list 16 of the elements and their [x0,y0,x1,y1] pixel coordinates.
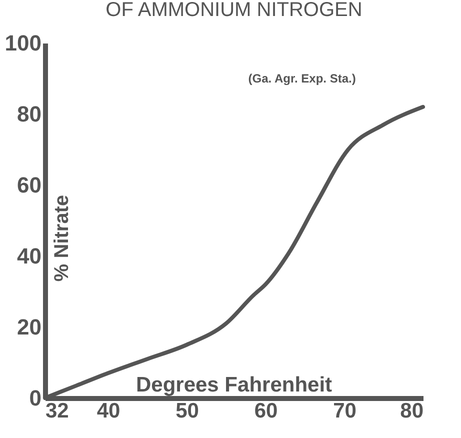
x-tick-label: 50 [176,400,199,422]
x-tick-label: 40 [96,400,120,422]
x-tick-label: 32 [46,400,69,422]
y-axis-title: % Nitrate [51,194,74,282]
y-tick-label: 100 [4,30,42,56]
x-axis-title: Degrees Fahrenheit [136,374,332,397]
x-tick-label: 70 [333,400,356,422]
y-tick-label: 80 [17,102,42,126]
x-tick-label: 80 [400,400,424,422]
annotation: (Ga. Agr. Exp. Sta.) [248,72,356,86]
x-tick-label: 60 [254,400,278,422]
y-tick-label: 0 [29,386,42,410]
y-tick-label: 40 [17,244,42,268]
y-tick-label: 60 [17,172,42,198]
y-tick-label: 20 [17,314,42,340]
chart-title: OF AMMONIUM NITROGEN [106,0,362,21]
